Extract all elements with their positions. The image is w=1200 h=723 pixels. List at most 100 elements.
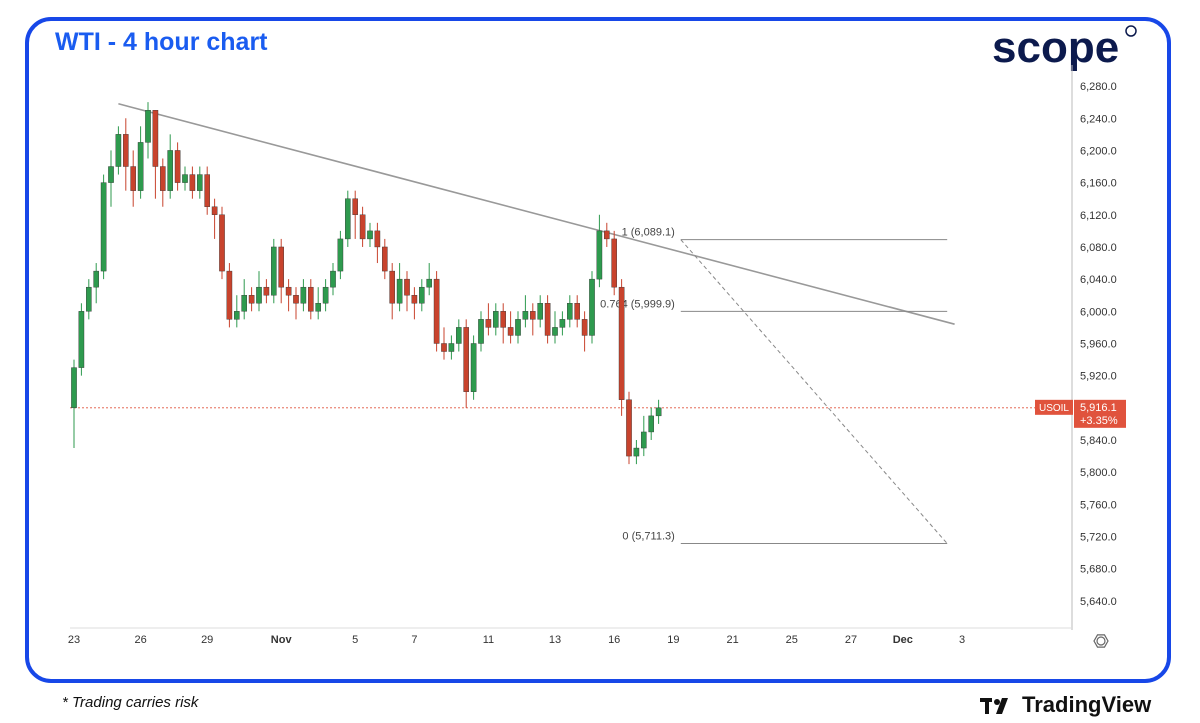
candle-body bbox=[159, 166, 166, 191]
x-tick-label: 11 bbox=[483, 634, 494, 646]
candle-body bbox=[100, 182, 107, 272]
y-tick-label: 5,960.0 bbox=[1080, 338, 1117, 350]
candle-body bbox=[544, 303, 551, 336]
y-tick-label: 5,800.0 bbox=[1080, 467, 1117, 479]
candle-body bbox=[463, 327, 470, 392]
x-tick-label: 25 bbox=[786, 634, 798, 646]
candle-body bbox=[78, 311, 85, 368]
candle-body bbox=[411, 295, 418, 304]
candle-body bbox=[507, 327, 514, 336]
fib-diagonal bbox=[680, 239, 948, 544]
candle-body bbox=[574, 303, 580, 320]
candle-body bbox=[130, 166, 137, 191]
x-tick-label: 13 bbox=[549, 634, 561, 646]
candle-body bbox=[256, 286, 262, 304]
candle-body bbox=[263, 286, 270, 296]
candle-body bbox=[500, 311, 507, 328]
x-tick-label: 27 bbox=[845, 634, 857, 646]
y-tick-label: 5,640.0 bbox=[1080, 596, 1117, 608]
symbol-label: USOIL bbox=[1039, 403, 1069, 414]
candle-body bbox=[293, 295, 299, 304]
candle-body bbox=[122, 134, 129, 167]
candle-body bbox=[433, 278, 440, 344]
candle-body bbox=[396, 278, 403, 304]
candle-body bbox=[478, 319, 484, 344]
candle-body bbox=[330, 270, 336, 288]
y-tick-label: 6,240.0 bbox=[1080, 113, 1117, 125]
y-tick-label: 6,120.0 bbox=[1080, 210, 1117, 222]
scope-logo: scope bbox=[992, 23, 1137, 72]
y-tick-label: 6,200.0 bbox=[1080, 145, 1117, 157]
candle-body bbox=[559, 319, 566, 328]
y-tick-label: 6,280.0 bbox=[1080, 81, 1117, 93]
candle-body bbox=[404, 278, 410, 296]
candle-body bbox=[211, 206, 218, 215]
candle-body bbox=[419, 286, 425, 304]
candle-body bbox=[618, 286, 625, 400]
candle-body bbox=[322, 286, 329, 304]
candle-body bbox=[352, 198, 359, 215]
y-tick-label: 6,040.0 bbox=[1080, 274, 1117, 286]
y-tick-label: 5,840.0 bbox=[1080, 435, 1117, 447]
x-tick-label: 29 bbox=[201, 634, 213, 646]
candle-body bbox=[93, 270, 99, 288]
chart-frame bbox=[25, 17, 1171, 683]
candle-body bbox=[71, 367, 77, 409]
candle-body bbox=[633, 447, 640, 457]
candle-body bbox=[278, 246, 285, 288]
candle-body bbox=[604, 230, 610, 240]
fib-level-label: 0.764 (5,999.9) bbox=[600, 298, 675, 310]
candle-body bbox=[115, 134, 122, 167]
candle-body bbox=[374, 230, 381, 248]
candle-body bbox=[285, 286, 292, 296]
candle-body bbox=[493, 311, 499, 328]
candle-body bbox=[182, 174, 188, 183]
y-tick-label: 5,760.0 bbox=[1080, 499, 1117, 511]
last-price-label: 5,916.1 bbox=[1080, 402, 1117, 414]
candle-body bbox=[271, 246, 277, 296]
candle-body bbox=[108, 166, 114, 183]
symbol-tag bbox=[1035, 399, 1073, 415]
candle-body bbox=[152, 110, 159, 167]
candle-body bbox=[174, 150, 181, 183]
risk-disclaimer: * Trading carries risk bbox=[62, 694, 199, 711]
candle-body bbox=[448, 343, 455, 352]
candle-body bbox=[137, 142, 144, 191]
y-tick-label: 5,680.0 bbox=[1080, 564, 1117, 576]
fib-level-label: 1 (6,089.1) bbox=[622, 227, 675, 239]
x-tick-label: 26 bbox=[134, 634, 146, 646]
candle-body bbox=[367, 230, 373, 240]
candle-body bbox=[641, 431, 647, 449]
tradingview-wordmark: TradingView bbox=[1022, 692, 1152, 717]
candle-body bbox=[655, 407, 662, 417]
candle-body bbox=[196, 174, 203, 191]
y-tick-label: 5,920.0 bbox=[1080, 371, 1117, 383]
candle-body bbox=[241, 295, 248, 312]
candle-body bbox=[611, 238, 617, 288]
candle-body bbox=[345, 198, 351, 240]
y-tick-label: 6,160.0 bbox=[1080, 178, 1117, 190]
x-tick-label: 21 bbox=[726, 634, 738, 646]
candle-body bbox=[456, 327, 462, 344]
settings-icon[interactable] bbox=[1093, 634, 1109, 648]
candle-body bbox=[626, 399, 632, 457]
candle-body bbox=[648, 415, 654, 433]
candle-body bbox=[589, 278, 595, 336]
candle-body bbox=[530, 311, 536, 320]
x-tick-label: 5 bbox=[352, 634, 358, 646]
candle-body bbox=[485, 319, 492, 328]
candle-body bbox=[300, 286, 307, 304]
y-tick-label: 5,720.0 bbox=[1080, 532, 1117, 544]
candle-body bbox=[204, 174, 211, 207]
x-tick-label: Dec bbox=[893, 634, 913, 646]
candle-body bbox=[233, 311, 240, 320]
x-tick-label: 23 bbox=[68, 634, 80, 646]
last-price-tag bbox=[1074, 399, 1126, 428]
x-tick-label: 7 bbox=[411, 634, 417, 646]
price-change-label: +3.35% bbox=[1080, 415, 1118, 427]
candle-body bbox=[389, 270, 396, 304]
candle-body bbox=[315, 303, 322, 312]
candle-body bbox=[359, 214, 366, 240]
tradingview-logo: TradingView bbox=[980, 692, 1151, 718]
